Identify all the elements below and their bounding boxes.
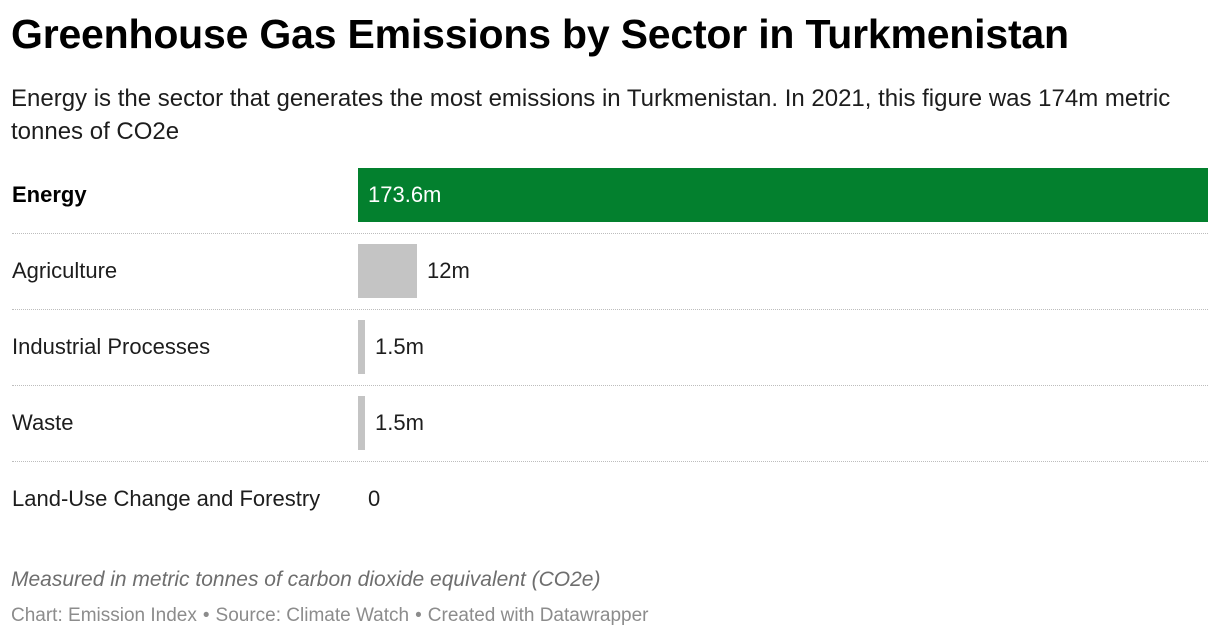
row-divider <box>12 461 1208 462</box>
chart-title: Greenhouse Gas Emissions by Sector in Tu… <box>11 11 1069 57</box>
bar <box>358 320 365 374</box>
value-label: 1.5m <box>375 410 424 435</box>
bar <box>358 168 1208 222</box>
category-label: Industrial Processes <box>12 334 211 359</box>
chart-subtitle: Energy is the sector that generates the … <box>11 85 1171 145</box>
bar-row: Waste 1.5m <box>0 396 1220 472</box>
category-label: Land-Use Change and Forestry <box>12 486 321 511</box>
datawrapper-credit: Created with Datawrapper <box>427 605 649 626</box>
footer-separator: • <box>202 605 210 626</box>
chart-footer: Chart: Emission Index • Source: Climate Wa… <box>11 603 648 629</box>
chart-notes: Measured in metric tonnes of carbon diox… <box>11 568 601 591</box>
chart-credit: Chart: Emission Index <box>11 605 197 626</box>
footer-separator: • <box>415 605 422 626</box>
bar <box>358 396 365 450</box>
source-credit: Source: Climate Watch <box>215 605 410 626</box>
category-label: Energy <box>12 182 87 207</box>
value-label: 1.5m <box>375 334 424 359</box>
bar-row: Industrial Processes 1.5m <box>0 320 1220 396</box>
bar-row: Energy 173.6m <box>0 168 1220 244</box>
category-label: Agriculture <box>12 258 118 283</box>
bar-chart: Energy 173.6m Agriculture 12m Industrial Pro… <box>0 168 1220 528</box>
row-divider <box>12 233 1208 234</box>
value-label: 12m <box>427 258 470 283</box>
category-label: Waste <box>12 410 74 435</box>
bar <box>358 244 417 298</box>
row-divider <box>12 385 1208 386</box>
row-divider <box>12 309 1208 310</box>
value-label: 0 <box>368 486 381 511</box>
bar-row: Agriculture 12m <box>0 244 1220 320</box>
bar-row: Land-Use Change and Forestry 0 <box>0 472 1220 548</box>
value-label: 173.6m <box>368 182 442 207</box>
